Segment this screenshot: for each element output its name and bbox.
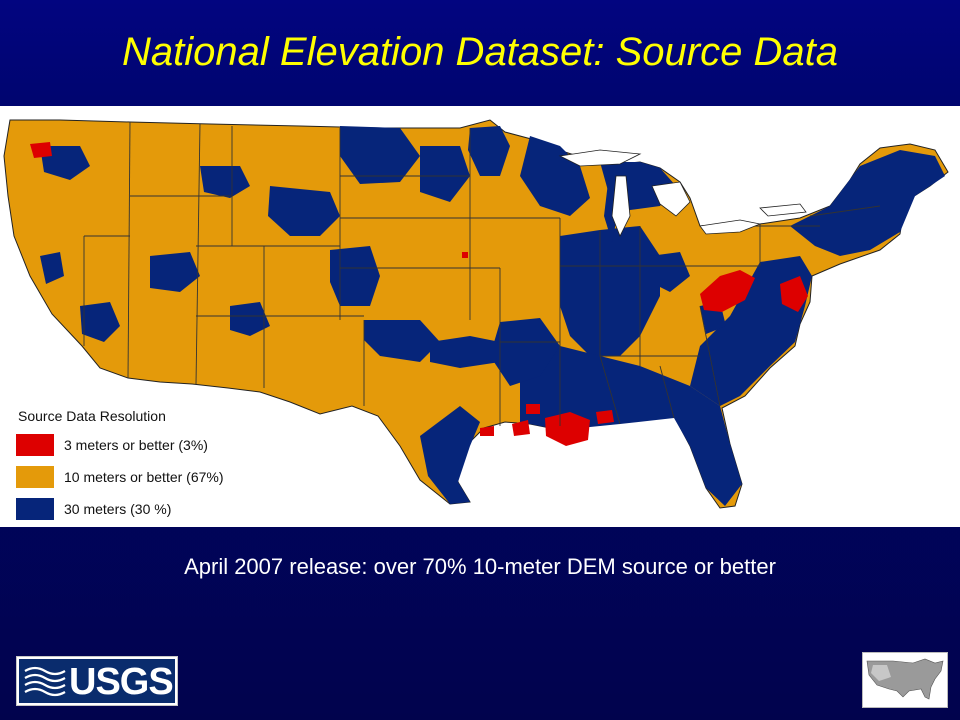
title-bar: National Elevation Dataset: Source Data [0, 0, 960, 106]
us-relief-thumbnail [862, 652, 948, 708]
state-borders [83, 121, 881, 426]
usgs-logo-text: USGS [69, 661, 174, 703]
legend-label: 10 meters or better (67%) [64, 469, 224, 485]
usgs-logo: USGS [16, 656, 178, 706]
slide-title: National Elevation Dataset: Source Data [122, 30, 838, 74]
great-lakes [558, 149, 807, 237]
slide-caption: April 2007 release: over 70% 10-meter DE… [184, 554, 776, 579]
map-panel: Source Data Resolution 3 meters or bette… [0, 106, 960, 527]
legend-swatch-navy [16, 498, 54, 520]
red-regions [30, 142, 808, 446]
legend-item-30m: 30 meters (30 %) [16, 498, 296, 520]
legend-label: 30 meters (30 %) [64, 501, 172, 517]
us-relief-thumbnail-icon [866, 658, 944, 700]
legend-title: Source Data Resolution [18, 408, 166, 424]
usgs-waves-icon [24, 666, 66, 697]
legend-item-3m: 3 meters or better (3%) [16, 434, 296, 456]
legend-swatch-orange [16, 466, 54, 488]
us-source-data-map [3, 119, 949, 509]
legend-swatch-red [16, 434, 54, 456]
map-legend: Source Data Resolution 3 meters or bette… [16, 404, 296, 524]
legend-item-10m: 10 meters or better (67%) [16, 466, 296, 488]
legend-label: 3 meters or better (3%) [64, 437, 208, 453]
